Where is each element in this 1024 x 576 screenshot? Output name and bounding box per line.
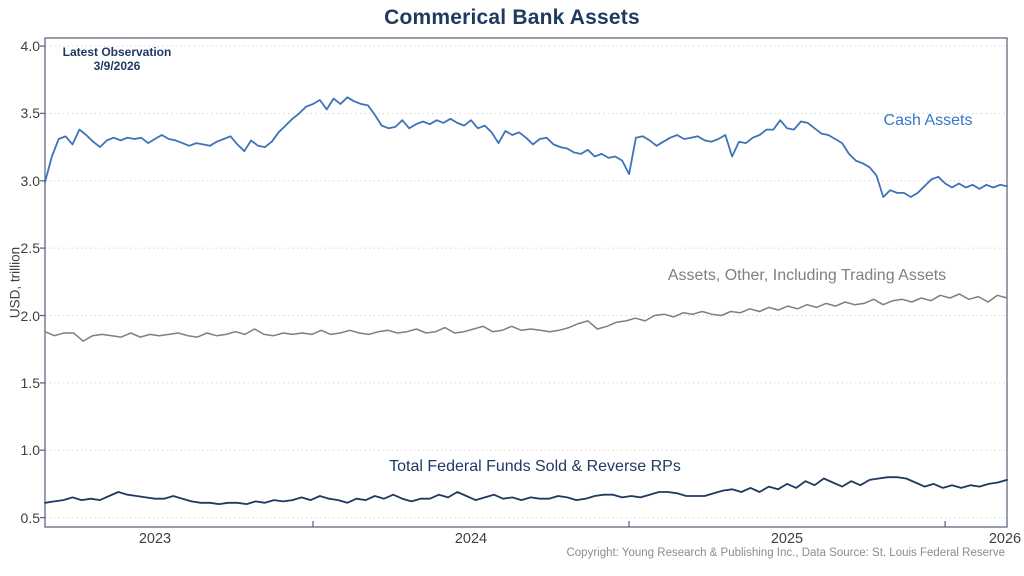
y-tick-label: 4.0 <box>20 38 40 55</box>
y-tick-label: 1.5 <box>20 374 40 391</box>
copyright-source-note: Copyright: Young Research & Publishing I… <box>566 547 1005 559</box>
series-label-fed-funds-reverse-rps: Total Federal Funds Sold & Reverse RPs <box>389 458 681 475</box>
y-tick-label: 0.5 <box>20 509 40 526</box>
annotation-date: 3/9/2026 <box>93 59 141 73</box>
x-tick-label: 2025 <box>770 531 804 547</box>
series-label-cash-assets: Cash Assets <box>883 112 973 129</box>
y-tick-label: 3.5 <box>20 105 40 122</box>
latest-observation-annotation: Latest Observation 3/9/2026 <box>63 45 172 73</box>
y-tick-label: 1.0 <box>20 442 40 459</box>
y-tick-label: 3.0 <box>20 172 40 189</box>
chart-title: Commerical Bank Assets <box>384 6 640 29</box>
y-tick-label: 2.5 <box>20 240 40 257</box>
series-label-assets-other-trading: Assets, Other, Including Trading Assets <box>667 267 947 284</box>
x-tick-label: 2026 <box>988 531 1022 547</box>
annotation-title: Latest Observation <box>62 45 172 59</box>
x-tick-label: 2023 <box>138 531 172 547</box>
y-tick-label: 2.0 <box>20 307 40 324</box>
x-tick-label: 2024 <box>454 531 488 547</box>
